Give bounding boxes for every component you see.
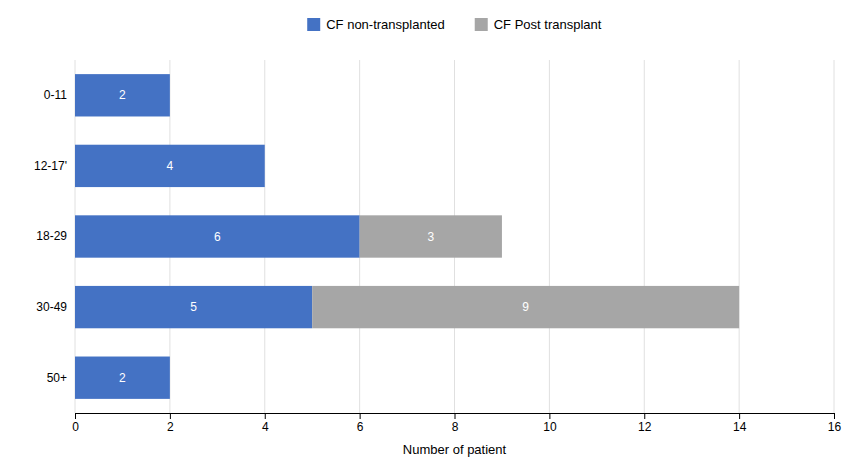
- x-tick-label: 10: [543, 420, 557, 434]
- grid: [75, 60, 834, 413]
- data-label: 5: [190, 300, 197, 314]
- x-tick-mark: [644, 413, 645, 419]
- data-label: 9: [522, 300, 529, 314]
- y-tick-label: 0-11: [44, 88, 67, 102]
- y-tick: 12-17': [34, 159, 75, 173]
- bar: [75, 215, 360, 257]
- x-axis-line: [76, 414, 835, 420]
- x-tick-mark: [834, 413, 835, 419]
- y-tick-label: 50+: [47, 371, 67, 385]
- x-axis-title: Number of patient: [403, 442, 507, 457]
- grid-line: [644, 60, 645, 413]
- x-tick-mark: [75, 413, 76, 419]
- x-tick-mark: [455, 413, 456, 419]
- x-tick: 4: [262, 413, 269, 434]
- data-label: 2: [119, 88, 126, 102]
- x-tick: 2: [167, 413, 174, 434]
- series: [312, 215, 739, 328]
- bar: [75, 145, 265, 187]
- grid-line: [739, 60, 740, 413]
- grid-line: [549, 60, 550, 413]
- y-tick-label: 18-29: [36, 229, 67, 243]
- legend-label: CF non-transplanted: [326, 17, 445, 32]
- y-tick: 0-11: [44, 88, 75, 102]
- x-tick-label: 16: [828, 420, 842, 434]
- x-tick-mark: [265, 413, 266, 419]
- legend-swatch: [307, 18, 320, 31]
- plot: 2 4 6 5 2 3 9 0 2 4 6 8 10 12 14 16 0-11 12-17' 18-29 30-49…: [34, 60, 841, 434]
- x-tick: 0: [72, 413, 79, 434]
- data-label: 2: [119, 371, 126, 385]
- x-tick-label: 8: [452, 420, 459, 434]
- data-label: 4: [167, 159, 174, 173]
- series: [75, 74, 360, 399]
- chart: 2 4 6 5 2 3 9 0 2 4 6 8 10 12 14 16 0-11 12-17' 18-29 30-49…: [0, 0, 864, 468]
- x-tick-label: 4: [262, 420, 269, 434]
- x-tick: 12: [638, 413, 652, 434]
- x-tick-label: 2: [167, 420, 174, 434]
- x-tick-mark: [739, 413, 740, 419]
- bar: [312, 286, 739, 328]
- y-tick: 18-29: [36, 229, 75, 243]
- x-tick-label: 12: [638, 420, 652, 434]
- x-tick-mark: [549, 413, 550, 419]
- bars: [75, 74, 739, 399]
- x-axis: 0 2 4 6 8 10 12 14 16: [72, 413, 841, 434]
- data-label: 6: [214, 230, 221, 244]
- legend-item: CF non-transplanted: [307, 17, 445, 32]
- x-tick-label: 6: [357, 420, 364, 434]
- bar: [360, 215, 502, 257]
- y-tick-label: 12-17': [34, 159, 67, 173]
- x-tick-label: 0: [72, 420, 79, 434]
- y-tick: 50+: [47, 371, 75, 385]
- x-tick: 8: [452, 413, 459, 434]
- legend-label: CF Post transplant: [494, 17, 602, 32]
- legend-swatch: [475, 18, 488, 31]
- y-tick-label: 30-49: [36, 300, 67, 314]
- data-label: 3: [427, 230, 434, 244]
- bar: [75, 286, 312, 328]
- bar: [75, 357, 170, 399]
- x-tick: 16: [828, 413, 842, 434]
- x-tick: 10: [543, 413, 557, 434]
- x-tick-mark: [360, 413, 361, 419]
- x-tick-mark: [170, 413, 171, 419]
- x-tick: 14: [733, 413, 747, 434]
- x-tick-label: 14: [733, 420, 747, 434]
- grid-line: [834, 60, 835, 413]
- x-tick: 6: [357, 413, 364, 434]
- data-labels: 2 4 6 5 2 3 9: [119, 88, 529, 384]
- legend: CF non-transplanted CF Post transplant: [307, 17, 602, 32]
- legend-item: CF Post transplant: [475, 17, 602, 32]
- y-tick: 30-49: [36, 300, 75, 314]
- y-axis: 0-11 12-17' 18-29 30-49 50+: [34, 88, 75, 384]
- bar: [75, 74, 170, 116]
